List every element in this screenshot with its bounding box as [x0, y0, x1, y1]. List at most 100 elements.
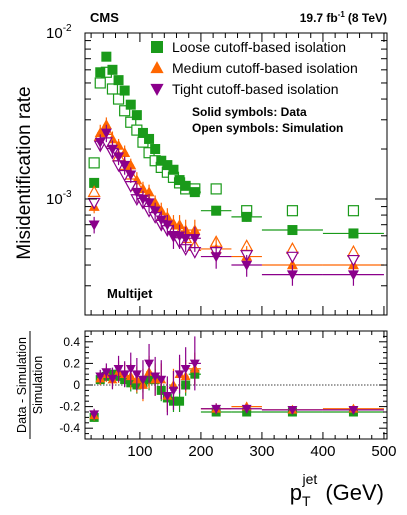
data-point-tight-1	[94, 137, 106, 148]
sim-point-medium-20	[346, 244, 360, 257]
lumi-energy: (8 TeV)	[348, 11, 387, 25]
data-point-loose-18	[241, 211, 252, 222]
legend-marker-loose	[151, 41, 163, 53]
process-label: Multijet	[107, 286, 153, 301]
sim-point-medium-0	[87, 185, 101, 197]
data-point-tight-12	[161, 220, 173, 231]
x-axis-unit: (GeV)	[325, 480, 384, 505]
ratio-point-tight-16	[189, 359, 200, 369]
data-point-loose-1	[95, 67, 106, 78]
data-point-loose-5	[119, 85, 130, 96]
data-point-loose-7	[131, 110, 142, 121]
ratio-point-tight-13	[168, 386, 179, 396]
top-panel: 10-310-2 CMS 19.7 fb-1 (8 TeV) Loose cuto…	[14, 10, 388, 316]
data-point-tight-19	[286, 270, 298, 281]
cms-label: CMS	[90, 10, 119, 25]
data-point-loose-6	[125, 99, 136, 110]
ratio-point-tight-19	[287, 406, 298, 416]
data-point-tight-16	[189, 233, 201, 244]
data-point-tight-9	[143, 198, 155, 209]
data-point-loose-11	[156, 155, 167, 166]
data-point-loose-20	[348, 228, 359, 239]
data-point-loose-4	[113, 75, 124, 86]
x-tick-label-100: 100	[127, 443, 152, 460]
sim-point-loose-19	[286, 205, 299, 217]
x-tick-label-500: 500	[371, 443, 396, 460]
legend-marker-tight	[150, 83, 164, 96]
ratio-point-tight-0	[89, 410, 100, 420]
ratio-y-tick-label-2: 0	[73, 378, 80, 392]
data-point-tight-8	[137, 194, 149, 205]
data-point-tight-4	[113, 152, 125, 163]
ratio-y-denominator: Simulation	[31, 356, 45, 414]
ratio-point-loose-14	[175, 396, 185, 406]
data-point-loose-3	[107, 64, 118, 75]
data-point-loose-9	[144, 133, 155, 144]
sim-point-loose-1	[94, 77, 106, 89]
sim-point-loose-3	[106, 83, 119, 95]
sim-point-loose-6	[125, 116, 137, 128]
ratio-point-tight-7	[131, 370, 142, 380]
data-point-loose-0	[89, 177, 100, 188]
data-point-tight-10	[149, 206, 161, 217]
legend-label-loose: Loose cutoff-based isolation	[172, 39, 346, 55]
ratio-point-tight-18	[241, 404, 252, 414]
data-point-loose-15	[180, 180, 191, 191]
data-point-medium-9	[143, 186, 155, 197]
note-data: Solid symbols: Data	[192, 105, 307, 119]
ratio-point-tight-12	[162, 391, 173, 401]
ratio-y-tick-label-1: -0.2	[59, 400, 80, 414]
lumi-exponent: -1	[338, 10, 346, 19]
data-point-medium-6	[125, 159, 137, 170]
ratio-axis-layer: 100 200 300 400 500 -0.4 -0.2 0 0.2 0.4	[59, 330, 396, 460]
ratio-point-tight-17	[211, 404, 222, 414]
ratio-y-tick-label-4: 0.4	[63, 335, 80, 349]
ratio-point-tight-5	[119, 370, 130, 380]
legend-label-tight: Tight cutoff-based isolation	[172, 81, 339, 97]
data-point-tight-3	[106, 144, 118, 155]
sim-point-tight-20	[346, 254, 360, 267]
x-tick-label-200: 200	[188, 443, 213, 460]
ratio-point-tight-20	[348, 406, 359, 416]
data-point-tight-20	[347, 270, 359, 281]
x-tick-label-300: 300	[249, 443, 274, 460]
data-point-tight-15	[180, 233, 192, 244]
sim-point-tight-0	[87, 197, 101, 210]
ratio-point-tight-15	[180, 364, 191, 374]
data-point-tight-11	[155, 215, 167, 226]
ratio-y-tick-label-3: 0.2	[63, 356, 80, 370]
data-point-tight-0	[88, 220, 100, 231]
data-point-loose-16	[189, 187, 200, 198]
data-point-loose-14	[174, 175, 185, 186]
x-axis-sup: jet	[302, 471, 318, 487]
sim-point-loose-5	[119, 105, 131, 117]
data-point-loose-19	[287, 225, 298, 236]
data-point-medium-10	[149, 196, 161, 207]
ratio-point-tight-9	[144, 359, 155, 369]
data-point-tight-18	[241, 260, 253, 271]
ratio-panel: 100 200 300 400 500 -0.4 -0.2 0 0.2 0.4 Data - Si…	[15, 330, 396, 509]
x-tick-label-400: 400	[310, 443, 335, 460]
data-point-tight-5	[119, 160, 131, 171]
ratio-point-tight-10	[150, 372, 161, 382]
data-point-medium-19	[286, 259, 298, 270]
ratio-point-tight-1	[95, 372, 106, 382]
x-axis-title: pTjet (GeV)	[290, 471, 384, 509]
sim-point-tight-19	[285, 251, 299, 264]
y-tick-base-1: 10	[46, 25, 63, 42]
data-point-tight-7	[131, 187, 143, 198]
legend-marker-medium	[150, 61, 164, 74]
legend-label-medium: Medium cutoff-based isolation	[172, 60, 358, 76]
y-tick-exp-1: -2	[63, 23, 72, 34]
ratio-y-numerator: Data - Simulation	[15, 337, 29, 433]
y-axis-title: Misidentification rate	[14, 86, 35, 259]
lumi-label: 19.7 fb-1 (8 TeV)	[300, 10, 387, 25]
sim-point-loose-17	[210, 183, 222, 195]
data-point-tight-2	[100, 128, 112, 139]
data-point-loose-12	[162, 160, 173, 171]
ratio-point-tight-8	[138, 375, 148, 385]
ratio-y-tick-label-0: -0.4	[59, 421, 80, 435]
top-frame	[84, 32, 388, 316]
note-simulation: Open symbols: Simulation	[192, 121, 343, 135]
